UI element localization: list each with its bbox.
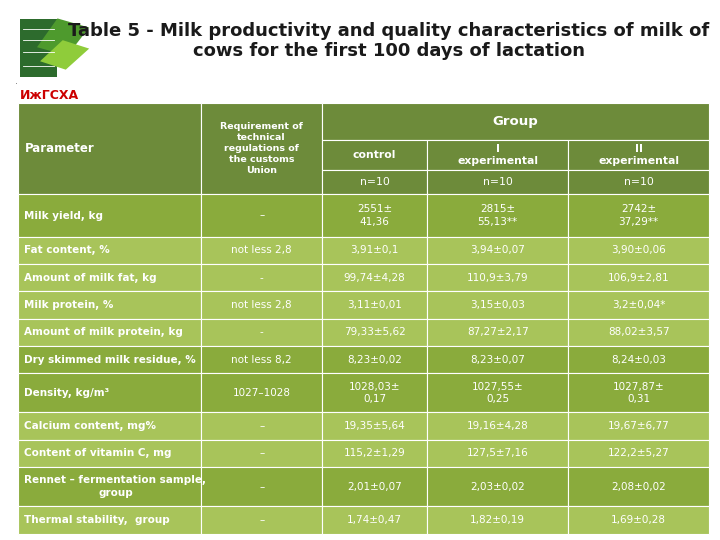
Bar xyxy=(19,19,58,77)
Text: 99,74±4,28: 99,74±4,28 xyxy=(343,273,405,283)
Text: not less 8,2: not less 8,2 xyxy=(231,355,292,365)
Text: 106,9±2,81: 106,9±2,81 xyxy=(608,273,670,283)
Text: –: – xyxy=(259,515,264,525)
Text: control: control xyxy=(353,150,396,160)
Text: 2742±
37,29**: 2742± 37,29** xyxy=(618,204,659,227)
Text: Amount of milk fat, kg: Amount of milk fat, kg xyxy=(24,273,157,283)
Text: 3,2±0,04*: 3,2±0,04* xyxy=(612,300,665,310)
Text: II
experimental: II experimental xyxy=(598,144,679,166)
Text: 3,90±0,06: 3,90±0,06 xyxy=(611,245,666,255)
Text: Thermal stability,  group: Thermal stability, group xyxy=(24,515,170,525)
Text: 87,27±2,17: 87,27±2,17 xyxy=(467,327,528,338)
Text: not less 2,8: not less 2,8 xyxy=(231,245,292,255)
Text: Group: Group xyxy=(492,114,539,127)
Text: Requirement of
technical
regulations of
the customs
Union: Requirement of technical regulations of … xyxy=(220,122,303,175)
Text: 19,16±4,28: 19,16±4,28 xyxy=(467,421,528,431)
Text: 2,01±0,07: 2,01±0,07 xyxy=(347,482,402,491)
Text: 8,23±0,07: 8,23±0,07 xyxy=(470,355,525,365)
Text: 2,08±0,02: 2,08±0,02 xyxy=(611,482,666,491)
Text: -: - xyxy=(260,273,264,283)
Text: 3,11±0,01: 3,11±0,01 xyxy=(347,300,402,310)
Text: 1,69±0,28: 1,69±0,28 xyxy=(611,515,666,525)
Text: 1027,87±
0,31: 1027,87± 0,31 xyxy=(613,382,665,404)
Text: Amount of milk protein, kg: Amount of milk protein, kg xyxy=(24,327,184,338)
Text: 1,74±0,47: 1,74±0,47 xyxy=(347,515,402,525)
Text: 115,2±1,29: 115,2±1,29 xyxy=(343,448,405,458)
Text: not less 2,8: not less 2,8 xyxy=(231,300,292,310)
Text: Milk protein, %: Milk protein, % xyxy=(24,300,114,310)
Text: Rennet – fermentation sample,
group: Rennet – fermentation sample, group xyxy=(24,475,207,498)
Text: Density, kg/m³: Density, kg/m³ xyxy=(24,388,109,398)
Text: –: – xyxy=(259,211,264,220)
Polygon shape xyxy=(40,40,89,70)
Text: 1,82±0,19: 1,82±0,19 xyxy=(470,515,525,525)
Text: 1027–1028: 1027–1028 xyxy=(233,388,291,398)
Text: 3,94±0,07: 3,94±0,07 xyxy=(470,245,525,255)
Text: 110,9±3,79: 110,9±3,79 xyxy=(467,273,528,283)
Text: 127,5±7,16: 127,5±7,16 xyxy=(467,448,528,458)
Text: I
experimental: I experimental xyxy=(457,144,538,166)
Text: 1028,03±
0,17: 1028,03± 0,17 xyxy=(349,382,400,404)
Text: 8,23±0,02: 8,23±0,02 xyxy=(347,355,402,365)
Text: 1027,55±
0,25: 1027,55± 0,25 xyxy=(472,382,523,404)
Text: n=10: n=10 xyxy=(624,177,654,187)
Text: –: – xyxy=(259,421,264,431)
Text: Milk yield, kg: Milk yield, kg xyxy=(24,211,104,220)
Text: 3,15±0,03: 3,15±0,03 xyxy=(470,300,525,310)
Text: Dry skimmed milk residue, %: Dry skimmed milk residue, % xyxy=(24,355,197,365)
Polygon shape xyxy=(37,18,89,56)
Text: 79,33±5,62: 79,33±5,62 xyxy=(343,327,405,338)
Text: –: – xyxy=(259,448,264,458)
Text: n=10: n=10 xyxy=(360,177,390,187)
Text: Table 5 - Milk productivity and quality characteristics of milk of
cows for the : Table 5 - Milk productivity and quality … xyxy=(68,22,709,60)
Text: Calcium content, mg%: Calcium content, mg% xyxy=(24,421,156,431)
Text: –: – xyxy=(259,482,264,491)
Text: 122,2±5,27: 122,2±5,27 xyxy=(608,448,670,458)
Text: Fat content, %: Fat content, % xyxy=(24,245,110,255)
Text: -: - xyxy=(260,327,264,338)
Text: 2815±
55,13**: 2815± 55,13** xyxy=(477,204,518,227)
Text: n=10: n=10 xyxy=(482,177,513,187)
Text: Content of vitamin C, mg: Content of vitamin C, mg xyxy=(24,448,172,458)
Text: 2,03±0,02: 2,03±0,02 xyxy=(470,482,525,491)
Text: 19,35±5,64: 19,35±5,64 xyxy=(343,421,405,431)
Text: 88,02±3,57: 88,02±3,57 xyxy=(608,327,670,338)
Text: 19,67±6,77: 19,67±6,77 xyxy=(608,421,670,431)
Text: ИжГСХА: ИжГСХА xyxy=(19,89,78,102)
Text: 3,91±0,1: 3,91±0,1 xyxy=(351,245,399,255)
Text: Parameter: Parameter xyxy=(24,142,94,155)
Text: 8,24±0,03: 8,24±0,03 xyxy=(611,355,666,365)
Text: 2551±
41,36: 2551± 41,36 xyxy=(357,204,392,227)
